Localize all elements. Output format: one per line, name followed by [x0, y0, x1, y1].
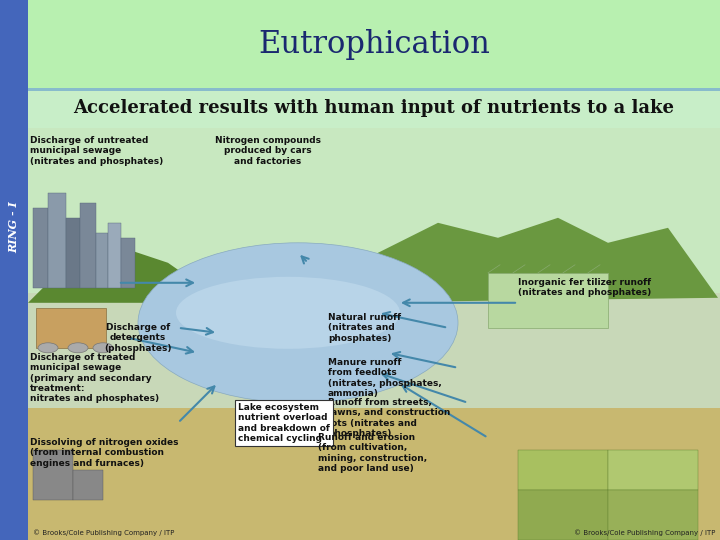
Text: Discharge of treated
municipal sewage
(primary and secondary
treatment:
nitrates: Discharge of treated municipal sewage (p… [30, 353, 159, 403]
Text: © Brooks/Cole Publishing Company / ITP: © Brooks/Cole Publishing Company / ITP [574, 529, 715, 536]
Bar [608, 490, 698, 540]
Bar [96, 233, 108, 288]
Text: Lake ecosystem
nutrient overload
and breakdown of
chemical cycling: Lake ecosystem nutrient overload and bre… [238, 403, 330, 443]
Text: © Brooks/Cole Publishing Company / ITP: © Brooks/Cole Publishing Company / ITP [33, 529, 174, 536]
Ellipse shape [68, 343, 88, 353]
Ellipse shape [138, 243, 458, 403]
Bar [108, 223, 121, 288]
Ellipse shape [38, 343, 58, 353]
Bar [488, 273, 608, 328]
Bar [28, 128, 720, 540]
Polygon shape [328, 218, 718, 303]
Text: Manure runoff
from feedlots
(nitrates, phosphates,
ammonia): Manure runoff from feedlots (nitrates, p… [328, 358, 442, 398]
Bar [73, 470, 103, 500]
Text: RING - I: RING - I [9, 201, 19, 253]
Bar [28, 88, 720, 128]
Text: Runoff from streets,
lawns, and construction
lots (nitrates and
phosphates): Runoff from streets, lawns, and construc… [328, 398, 451, 438]
Bar [33, 208, 48, 288]
Bar [80, 203, 96, 288]
Text: Inorganic fer tilizer runoff
(nitrates and phosphates): Inorganic fer tilizer runoff (nitrates a… [518, 278, 652, 297]
Bar [33, 450, 73, 500]
Bar [36, 308, 106, 348]
Ellipse shape [176, 277, 400, 349]
Bar [0, 0, 720, 88]
Bar [28, 88, 720, 91]
Bar [28, 408, 720, 540]
Bar [518, 450, 608, 490]
Ellipse shape [93, 343, 113, 353]
Bar [66, 218, 80, 288]
Bar [121, 238, 135, 288]
Text: Discharge of untreated
municipal sewage
(nitrates and phosphates): Discharge of untreated municipal sewage … [30, 136, 163, 166]
Bar [608, 450, 698, 490]
Text: Eutrophication: Eutrophication [258, 29, 490, 59]
Text: Dissolving of nitrogen oxides
(from internal combustion
engines and furnaces): Dissolving of nitrogen oxides (from inte… [30, 438, 179, 468]
Text: Accelerated results with human input of nutrients to a lake: Accelerated results with human input of … [73, 99, 675, 117]
Text: Discharge of
detergents
(phosphates): Discharge of detergents (phosphates) [104, 323, 172, 353]
Text: Runoff and erosion
(from cultivation,
mining, construction,
and poor land use): Runoff and erosion (from cultivation, mi… [318, 433, 427, 473]
Bar [48, 193, 66, 288]
Text: Natural runoff
(nitrates and
phosphates): Natural runoff (nitrates and phosphates) [328, 313, 401, 342]
Polygon shape [28, 243, 248, 303]
Bar [0, 0, 28, 540]
Bar [28, 128, 720, 293]
Bar [518, 490, 608, 540]
Text: Nitrogen compounds
produced by cars
and factories: Nitrogen compounds produced by cars and … [215, 136, 321, 166]
